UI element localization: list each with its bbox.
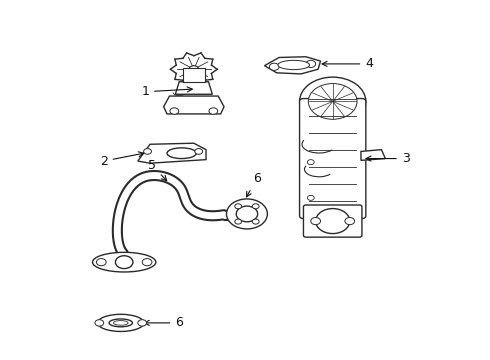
Polygon shape — [164, 96, 224, 114]
Circle shape — [311, 217, 320, 225]
FancyBboxPatch shape — [299, 99, 366, 219]
Circle shape — [307, 195, 314, 201]
Text: 3: 3 — [366, 152, 410, 165]
Circle shape — [308, 84, 357, 119]
Text: 5: 5 — [148, 159, 167, 181]
Circle shape — [307, 159, 314, 165]
Circle shape — [270, 63, 279, 70]
Circle shape — [209, 108, 218, 114]
Ellipse shape — [98, 314, 144, 332]
Circle shape — [299, 77, 366, 126]
Circle shape — [345, 217, 355, 225]
Circle shape — [252, 219, 259, 224]
Circle shape — [116, 256, 133, 269]
Polygon shape — [138, 143, 206, 163]
Circle shape — [144, 149, 151, 154]
Circle shape — [195, 149, 202, 154]
Circle shape — [316, 208, 350, 234]
Circle shape — [142, 258, 152, 266]
Polygon shape — [175, 82, 212, 94]
Circle shape — [189, 66, 199, 73]
Ellipse shape — [93, 252, 156, 272]
Polygon shape — [361, 150, 385, 160]
Circle shape — [226, 199, 268, 229]
Circle shape — [235, 219, 242, 224]
Circle shape — [138, 320, 147, 326]
Circle shape — [95, 320, 104, 326]
FancyBboxPatch shape — [303, 205, 362, 237]
Circle shape — [235, 204, 242, 209]
Circle shape — [97, 258, 106, 266]
Circle shape — [170, 108, 179, 114]
Text: 6: 6 — [246, 172, 261, 197]
Ellipse shape — [109, 319, 132, 327]
Circle shape — [306, 60, 316, 67]
Text: 4: 4 — [322, 57, 373, 71]
Ellipse shape — [278, 60, 310, 69]
Text: 6: 6 — [144, 316, 183, 329]
Ellipse shape — [167, 148, 196, 158]
Text: 2: 2 — [100, 152, 144, 167]
Text: 1: 1 — [141, 85, 192, 98]
Circle shape — [252, 204, 259, 209]
Circle shape — [236, 206, 258, 222]
Bar — [183, 68, 204, 82]
Polygon shape — [265, 57, 320, 74]
Ellipse shape — [114, 320, 128, 325]
